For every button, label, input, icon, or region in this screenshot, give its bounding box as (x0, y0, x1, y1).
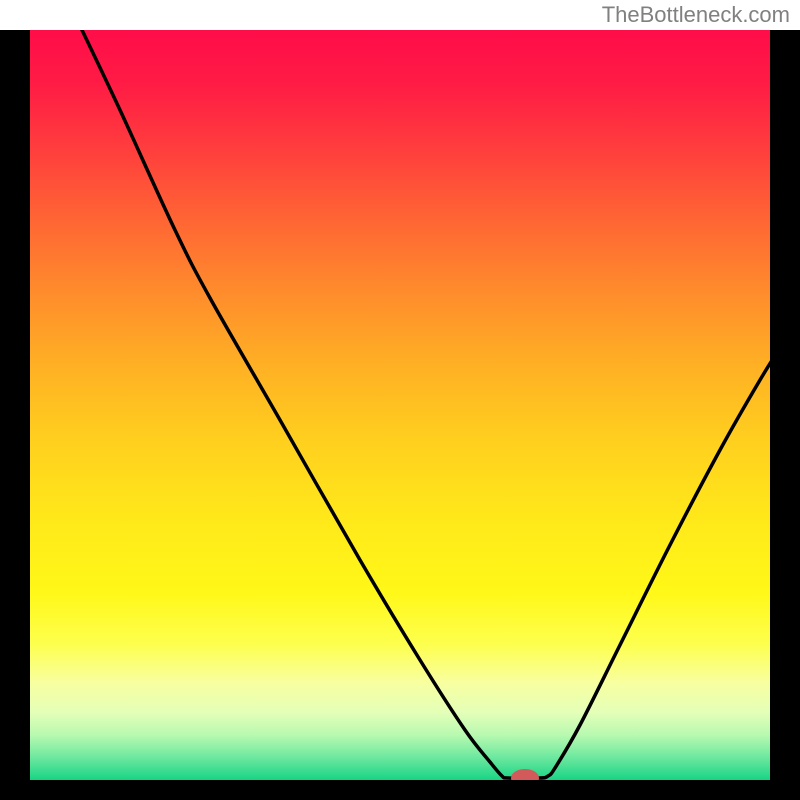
watermark-label: TheBottleneck.com (602, 2, 790, 27)
gradient-background (30, 30, 770, 780)
